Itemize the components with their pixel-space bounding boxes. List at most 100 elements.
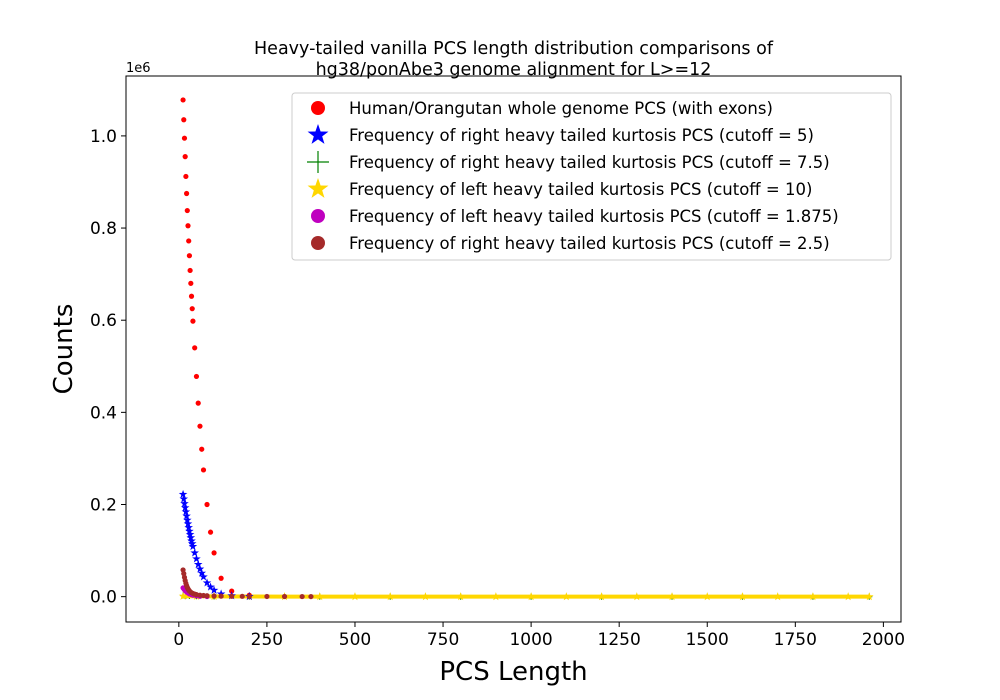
data-point bbox=[206, 582, 215, 591]
plot-area bbox=[178, 97, 874, 601]
x-tick-label: 2000 bbox=[862, 630, 905, 650]
x-tick-label: 0 bbox=[173, 630, 184, 650]
legend-label: Frequency of right heavy tailed kurtosis… bbox=[349, 126, 814, 145]
data-point bbox=[182, 511, 191, 520]
y-axis: 0.0 0.2 0.4 0.6 0.8 1.0 bbox=[90, 127, 126, 608]
data-point bbox=[181, 117, 187, 123]
data-point bbox=[229, 588, 235, 594]
data-point bbox=[211, 550, 217, 556]
legend-label: Frequency of left heavy tailed kurtosis … bbox=[349, 180, 812, 199]
data-point bbox=[181, 507, 191, 516]
data-point bbox=[192, 345, 198, 351]
data-point bbox=[179, 494, 189, 503]
data-point bbox=[315, 592, 325, 601]
data-point bbox=[207, 529, 214, 535]
y-offset-label: 1e6 bbox=[126, 61, 151, 76]
data-point bbox=[180, 503, 190, 512]
data-point bbox=[178, 489, 188, 499]
legend-marker bbox=[311, 101, 325, 115]
data-point bbox=[183, 190, 190, 197]
data-point bbox=[193, 559, 203, 569]
data-point bbox=[187, 267, 193, 274]
data-point bbox=[562, 592, 571, 601]
x-tick-label: 1250 bbox=[598, 630, 641, 650]
data-point bbox=[189, 306, 195, 312]
legend-marker bbox=[311, 209, 325, 223]
data-point bbox=[188, 293, 195, 299]
data-point bbox=[180, 499, 189, 508]
data-point bbox=[808, 592, 818, 601]
data-point bbox=[188, 280, 194, 286]
data-point bbox=[190, 318, 196, 324]
data-point bbox=[186, 253, 193, 259]
x-axis-label: PCS Length bbox=[439, 657, 587, 687]
data-point bbox=[204, 593, 210, 599]
y-tick-label: 0.6 bbox=[90, 311, 117, 331]
x-tick-label: 1500 bbox=[686, 630, 729, 650]
series-1 bbox=[178, 489, 254, 601]
data-point bbox=[218, 593, 224, 599]
legend-box bbox=[291, 92, 892, 261]
data-point bbox=[667, 592, 677, 601]
data-point bbox=[200, 467, 207, 473]
legend-marker bbox=[311, 236, 325, 250]
legend-entry: Frequency of left heavy tailed kurtosis … bbox=[307, 178, 812, 199]
x-tick-label: 500 bbox=[339, 630, 371, 650]
x-tick-label: 250 bbox=[251, 630, 283, 650]
data-point bbox=[190, 548, 199, 557]
legend-entry: Frequency of right heavy tailed kurtosis… bbox=[307, 124, 814, 145]
legend-label: Human/Orangutan whole genome PCS (with e… bbox=[349, 99, 773, 118]
data-point bbox=[185, 223, 191, 229]
legend-entry: Human/Orangutan whole genome PCS (with e… bbox=[311, 99, 773, 118]
data-point bbox=[185, 526, 194, 535]
data-point bbox=[202, 578, 212, 587]
data-point bbox=[192, 554, 201, 563]
data-point bbox=[229, 593, 235, 599]
y-tick-label: 0.4 bbox=[90, 403, 117, 423]
legend-marker bbox=[307, 124, 329, 144]
data-point bbox=[186, 533, 196, 542]
data-point bbox=[183, 173, 189, 180]
data-point bbox=[185, 529, 195, 539]
data-point bbox=[181, 135, 188, 141]
data-point bbox=[632, 592, 642, 601]
data-point bbox=[188, 541, 198, 551]
data-point bbox=[195, 400, 201, 406]
data-point bbox=[180, 97, 186, 103]
data-point bbox=[199, 446, 205, 452]
legend-entry: Frequency of right heavy tailed kurtosis… bbox=[307, 151, 830, 173]
data-point bbox=[178, 591, 188, 600]
x-axis: 0 250 500 750 1000 1250 1500 1750 2000 bbox=[173, 622, 905, 650]
data-point bbox=[183, 515, 192, 524]
data-point bbox=[350, 592, 360, 601]
data-point bbox=[491, 592, 501, 601]
data-point bbox=[239, 593, 245, 599]
data-point bbox=[456, 592, 465, 601]
y-tick-label: 0.2 bbox=[90, 496, 117, 516]
legend-label: Frequency of right heavy tailed kurtosis… bbox=[349, 234, 830, 253]
data-point bbox=[308, 593, 314, 600]
data-point bbox=[195, 564, 205, 573]
data-point bbox=[184, 207, 190, 214]
legend: Human/Orangutan whole genome PCS (with e… bbox=[291, 92, 892, 261]
data-point bbox=[865, 592, 874, 601]
data-point bbox=[218, 575, 224, 581]
data-point bbox=[186, 238, 192, 244]
data-point bbox=[209, 585, 219, 594]
chart-title: Heavy-tailed vanilla PCS length distribu… bbox=[254, 39, 774, 80]
chart-title-line: Heavy-tailed vanilla PCS length distribu… bbox=[254, 39, 774, 59]
data-point bbox=[184, 523, 193, 532]
data-point bbox=[385, 592, 395, 601]
data-point bbox=[211, 593, 217, 599]
data-point bbox=[216, 589, 226, 598]
legend-marker bbox=[307, 151, 329, 173]
data-point bbox=[187, 536, 196, 545]
data-point bbox=[187, 539, 197, 548]
data-point bbox=[773, 592, 782, 601]
data-point bbox=[199, 572, 208, 581]
axes-frame bbox=[125, 75, 902, 623]
x-tick-label: 750 bbox=[427, 630, 459, 650]
legend-entry: Frequency of right heavy tailed kurtosis… bbox=[311, 234, 830, 253]
data-point bbox=[702, 592, 712, 601]
